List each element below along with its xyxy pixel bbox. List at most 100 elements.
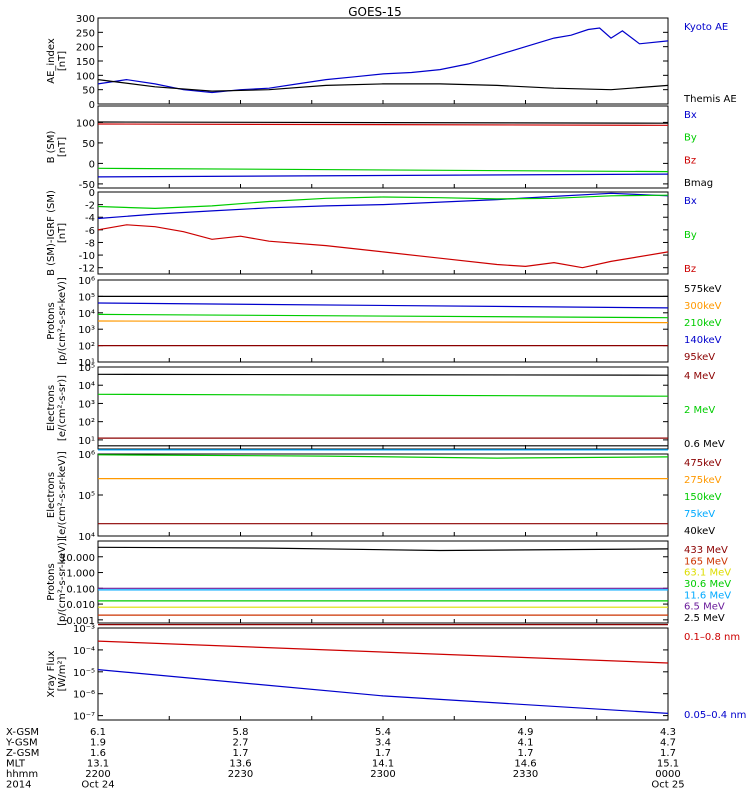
y-axis-label: B (SM) <box>46 130 57 163</box>
x-row-label: X-GSM <box>6 727 39 738</box>
legend-entry: 0.05–0.4 nm <box>684 710 746 721</box>
y-tick-label: 10⁵ <box>78 491 95 502</box>
y-tick-label: 150 <box>76 57 95 68</box>
y-tick-label: 0 <box>89 188 95 199</box>
panel-1: 0 50 100 150 200 250 300 AE_index [nT] Kyoto AE Th… <box>46 14 737 111</box>
x-row-value: 2.7 <box>233 738 249 749</box>
y-tick-label: 10⁴ <box>78 381 95 392</box>
x-row-value: 0000 <box>655 769 680 780</box>
y-tick-label: -10 <box>79 251 95 262</box>
x-row-value: 5.4 <box>375 727 391 738</box>
x-row-value: 14.1 <box>372 759 394 770</box>
legend-entry: 95keV <box>684 352 715 363</box>
series-line <box>97 393 669 397</box>
y-tick-label: 1.000 <box>66 569 95 580</box>
panel-5: 10¹ 10² 10³ 10⁴ 10⁵ Electrons [e/(cm²-s-sr)] 4 … <box>46 363 725 450</box>
series-line <box>97 640 669 664</box>
x-row-value: 4.3 <box>660 727 676 738</box>
y-axis-label: Protons <box>46 563 57 600</box>
y-tick-label: 300 <box>76 14 95 25</box>
y-axis-label: Xray Flux <box>46 650 57 697</box>
legend-entry: 0.6 MeV <box>684 439 725 450</box>
y-axis-label: [e/(cm²-s-sr)] <box>57 375 68 441</box>
x-row-label: hhmm <box>6 769 38 780</box>
series-line <box>97 224 669 269</box>
y-tick-label: -8 <box>85 238 95 249</box>
x-row-value: 2330 <box>513 769 538 780</box>
y-axis-label: [W/m²] <box>57 656 68 691</box>
series-line <box>97 373 669 376</box>
y-axis-label: B (SM)-IGRF (SM) <box>46 190 57 276</box>
legend-entry: 75keV <box>684 509 715 520</box>
panel-4: 10¹ 10² 10³ 10⁴ 10⁵ 10⁶ Protons [p/(cm²-s-sr-ke… <box>46 276 722 369</box>
x-row-value: 5.8 <box>233 727 249 738</box>
legend-entry: 4 MeV <box>684 371 715 382</box>
legend-entry: 275keV <box>684 475 722 486</box>
y-tick-label: -4 <box>85 213 95 224</box>
y-tick-label: 200 <box>76 43 95 54</box>
x-row-value: Oct 24 <box>81 780 114 791</box>
series-line <box>97 79 669 92</box>
y-tick-label: 10³ <box>78 399 95 410</box>
legend-entry: 475keV <box>684 458 722 469</box>
x-row-value: 1.7 <box>518 748 534 759</box>
legend-entry: 0.1–0.8 nm <box>684 632 740 643</box>
y-tick-label: 10⁻⁷ <box>73 712 95 723</box>
panel-3: -12 -10 -8-6 -4-2 0 B (SM)-IGRF (SM) [nT] Bx By B… <box>46 188 697 276</box>
y-tick-label: 50 <box>82 139 95 150</box>
series-line <box>97 173 669 178</box>
legend-entry: 575keV <box>684 284 722 295</box>
series-line <box>97 546 669 552</box>
legend-entry: Bmag <box>684 178 713 189</box>
y-tick-label: -2 <box>85 201 95 212</box>
x-row-label: 2014 <box>6 780 31 791</box>
y-axis-label: AE_index <box>46 38 57 84</box>
series-line <box>97 194 669 210</box>
chart-title: GOES-15 <box>348 5 402 19</box>
series-line <box>97 302 669 309</box>
y-tick-label: 50 <box>82 86 95 97</box>
legend-entry: 6.5 MeV <box>684 602 725 613</box>
x-row-value: 4.1 <box>518 738 534 749</box>
y-tick-label: 10⁻³ <box>73 624 95 635</box>
x-row-value: 1.7 <box>375 748 391 759</box>
series-line <box>97 123 669 126</box>
y-axis-label: [p/(cm²-s-sr-keV)] <box>57 538 68 626</box>
y-tick-label: -12 <box>79 264 95 275</box>
panel-frame <box>97 627 669 721</box>
x-row-value: 14.6 <box>514 759 536 770</box>
y-tick-label: 10.000 <box>60 553 95 564</box>
y-tick-label: 10⁶ <box>78 276 95 287</box>
panel-6: 10⁴ 10⁵ 10⁶ Electrons [e/(cm²-s-sr-keV)] 475k… <box>46 445 722 543</box>
y-tick-label: 10² <box>78 342 95 353</box>
series-line <box>97 320 669 324</box>
y-tick-label: 10² <box>78 418 95 429</box>
panel-frame <box>97 540 669 624</box>
series-line <box>97 167 669 173</box>
y-axis-label: Protons <box>46 302 57 339</box>
x-row-value: 4.7 <box>660 738 676 749</box>
x-row-value: Oct 25 <box>651 780 684 791</box>
legend-entry: 63.1 MeV <box>684 568 731 579</box>
legend-entry: Bx <box>684 110 697 121</box>
y-tick-label: 100 <box>76 118 95 129</box>
panel-2: -50 0 50 100 B (SM) [nT] Bx By Bz Bmag <box>46 105 713 191</box>
legend-entry: Bz <box>684 264 696 275</box>
legend-entry: 2 MeV <box>684 405 715 416</box>
y-tick-label: 10⁴ <box>78 532 95 543</box>
y-tick-label: 10⁻⁴ <box>73 646 95 657</box>
legend-entry: 433 MeV <box>684 545 728 556</box>
series-line <box>97 454 669 459</box>
y-tick-label: 10³ <box>78 325 95 336</box>
legend-entry: 140keV <box>684 335 722 346</box>
y-tick-label: 10⁵ <box>78 363 95 374</box>
y-tick-label: -6 <box>85 226 95 237</box>
series-line <box>97 27 669 94</box>
y-tick-label: 10⁴ <box>78 309 95 320</box>
legend-entry: Bz <box>684 155 696 166</box>
y-tick-label: 10¹ <box>78 358 95 369</box>
y-tick-label: 100 <box>76 71 95 82</box>
legend-entry: 30.6 MeV <box>684 579 731 590</box>
y-axis-label: [p/(cm²-s-sr-keV)] <box>57 277 68 365</box>
